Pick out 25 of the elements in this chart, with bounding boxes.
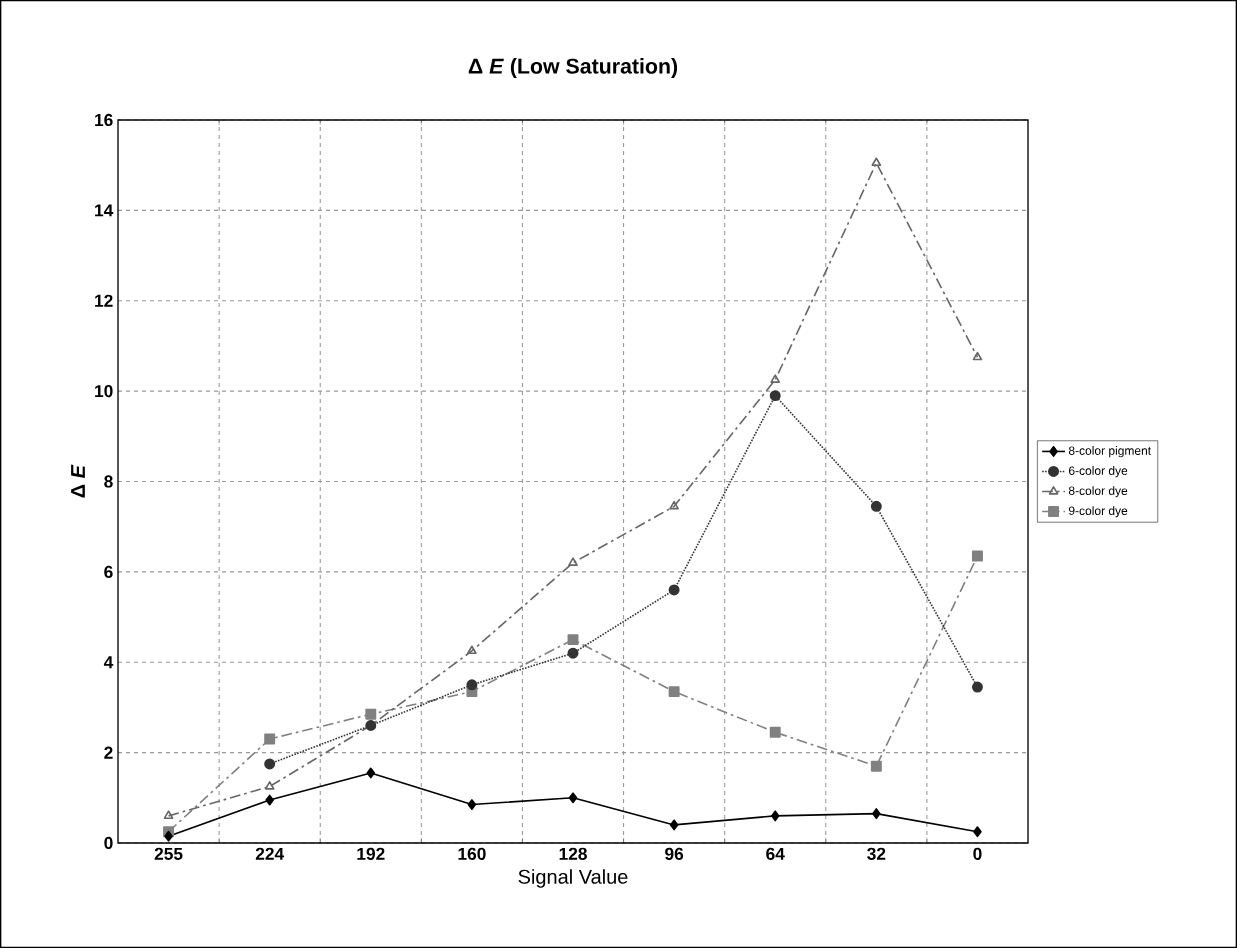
legend-label: 9-color dye bbox=[1068, 506, 1128, 518]
y-tick-label: 14 bbox=[95, 204, 114, 217]
y-tick-label: 6 bbox=[104, 565, 113, 578]
x-tick-label: 64 bbox=[766, 847, 785, 860]
y-axis-title: Δ E bbox=[71, 464, 85, 498]
y-tick-label: 4 bbox=[103, 656, 114, 669]
chart-title: Δ E (Low Saturation) bbox=[468, 58, 678, 78]
x-tick-label: 96 bbox=[665, 847, 684, 860]
x-tick-label: 255 bbox=[154, 847, 183, 860]
y-tick-label: 12 bbox=[95, 294, 113, 307]
y-tick-label: 16 bbox=[95, 113, 113, 127]
x-tick-label: 32 bbox=[867, 847, 886, 860]
y-tick-label: 8 bbox=[104, 475, 113, 488]
x-tick-label: 128 bbox=[559, 847, 587, 860]
x-tick-label: 160 bbox=[458, 847, 486, 860]
x-tick-label: 192 bbox=[357, 847, 385, 860]
legend-label: 8-color pigment bbox=[1068, 446, 1151, 458]
y-tick-label: 0 bbox=[104, 836, 113, 850]
x-axis-title: Signal Value bbox=[518, 869, 628, 888]
y-tick-label: 10 bbox=[95, 384, 113, 398]
y-tick-label: 2 bbox=[104, 746, 113, 759]
legend-label: 6-color dye bbox=[1069, 466, 1128, 478]
x-tick-label: 0 bbox=[973, 847, 982, 860]
x-tick-label: 224 bbox=[255, 847, 285, 860]
legend-label: 8-color dye bbox=[1068, 486, 1128, 498]
